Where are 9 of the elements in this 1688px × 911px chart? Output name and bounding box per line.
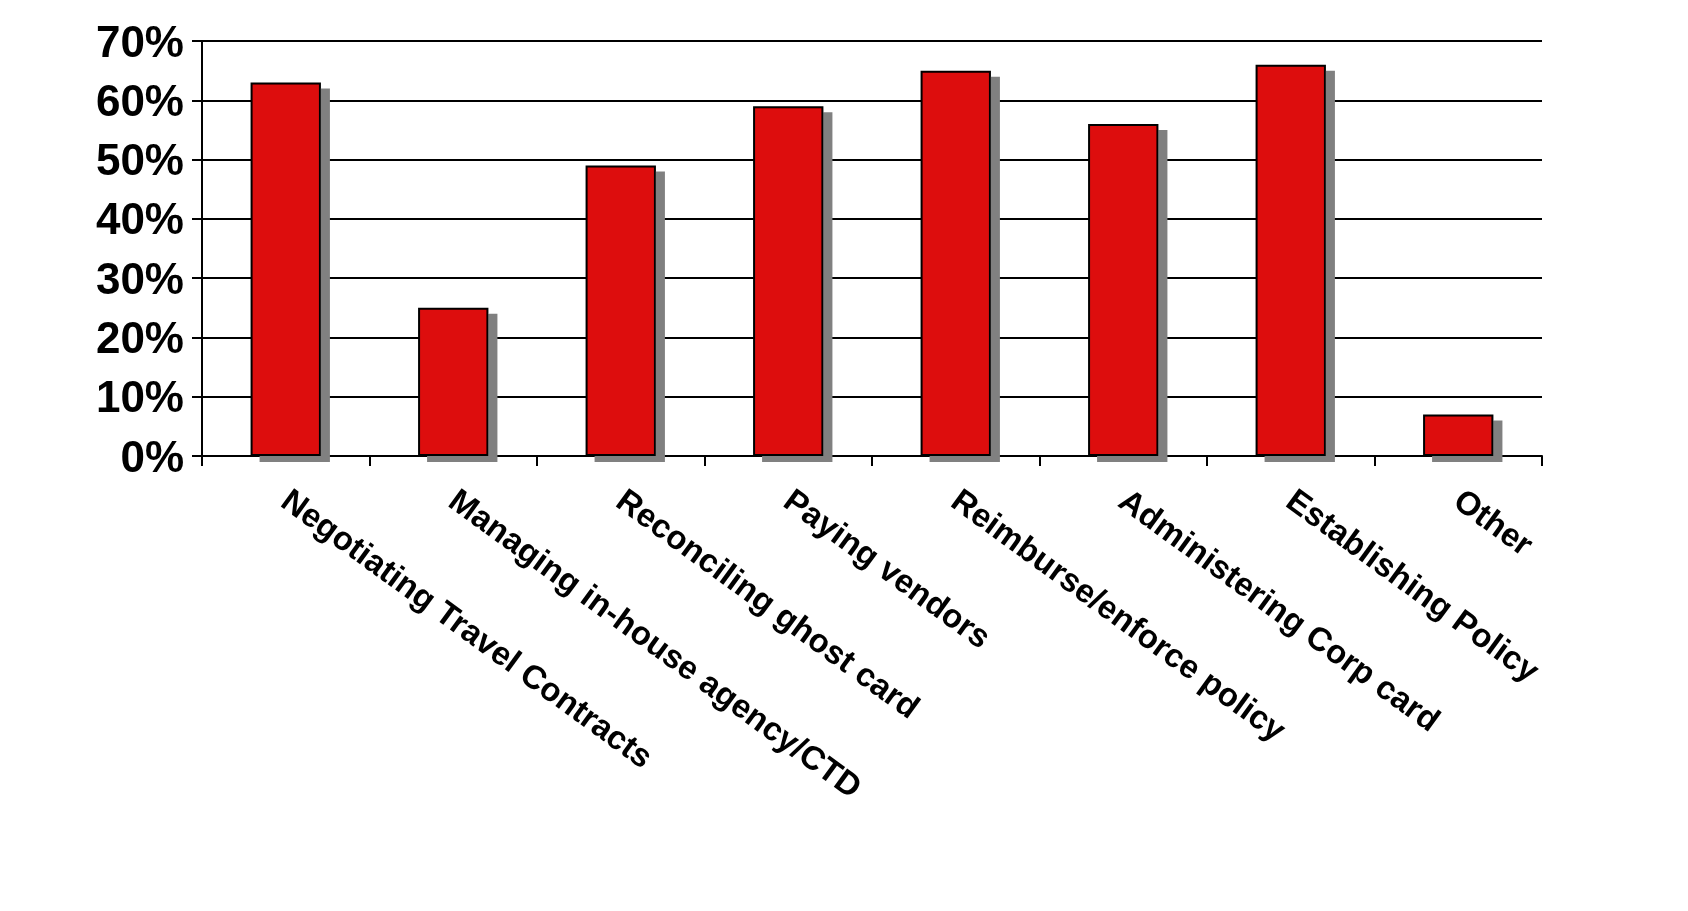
- y-tick-label: 40%: [95, 194, 184, 244]
- bar: [1423, 414, 1494, 456]
- y-tick-label: 50%: [95, 135, 184, 185]
- y-tick-label: 0%: [120, 431, 184, 481]
- y-tick-label: 60%: [95, 75, 184, 125]
- y-tick-label: 20%: [95, 312, 184, 362]
- y-tick-label: 70%: [95, 16, 184, 66]
- y-tick-label: 30%: [95, 253, 184, 303]
- y-tick-label: 10%: [95, 372, 184, 422]
